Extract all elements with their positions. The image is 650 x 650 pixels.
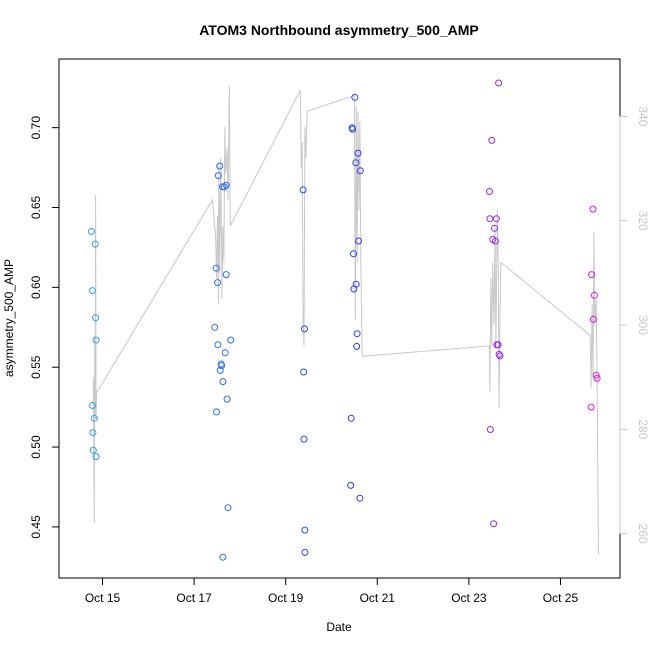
x-tick-label: Oct 17 xyxy=(176,591,212,605)
data-point xyxy=(488,136,496,144)
data-point xyxy=(223,395,231,403)
y-axis-label: asymmetry_500_AMP xyxy=(2,259,16,377)
data-point xyxy=(589,315,597,323)
data-point xyxy=(221,349,229,357)
data-point xyxy=(300,435,308,443)
data-point xyxy=(216,162,224,170)
data-point xyxy=(356,167,364,175)
data-point xyxy=(347,481,355,489)
data-point xyxy=(347,414,355,422)
data-point xyxy=(222,271,230,279)
data-point xyxy=(213,408,220,416)
data-point xyxy=(211,323,219,331)
data-point xyxy=(227,336,235,344)
data-point xyxy=(349,125,357,133)
data-point xyxy=(486,188,493,195)
y-axis-left: 0.45 0.50 0.55 0.60 0.65 0.70 xyxy=(29,116,60,539)
plot-border xyxy=(58,58,621,579)
y2-tick-label: 260 xyxy=(636,524,650,544)
x-axis-label: Date xyxy=(326,620,352,634)
data-point xyxy=(214,172,222,180)
scatter-points xyxy=(88,79,601,561)
data-point xyxy=(300,368,308,376)
data-point xyxy=(494,341,502,349)
y-tick-label: 0.60 xyxy=(29,275,43,299)
data-point xyxy=(212,264,220,272)
data-point xyxy=(592,371,600,379)
y2-tick-label: 340 xyxy=(636,106,650,126)
y-tick-label: 0.45 xyxy=(29,515,43,539)
data-point xyxy=(496,352,504,360)
y-tick-label: 0.55 xyxy=(29,355,43,379)
x-tick-label: Oct 21 xyxy=(360,591,396,605)
data-point xyxy=(301,548,309,556)
x-axis: Oct 15 Oct 17 Oct 19 Oct 21 Oct 23 Oct 25 xyxy=(85,577,579,605)
data-point xyxy=(351,93,359,101)
data-point xyxy=(492,215,500,223)
data-point xyxy=(354,149,362,157)
y-axis-right: 260 280 300 320 340 xyxy=(619,106,650,544)
data-point xyxy=(89,429,97,437)
data-point xyxy=(590,291,598,299)
y2-tick-label: 320 xyxy=(636,211,650,231)
data-point xyxy=(92,453,100,461)
data-point xyxy=(299,186,307,194)
data-point xyxy=(350,250,357,258)
data-point xyxy=(214,279,221,287)
data-point xyxy=(587,403,595,411)
x-tick-label: Oct 23 xyxy=(451,591,487,605)
y-tick-label: 0.65 xyxy=(29,196,43,220)
y2-tick-label: 280 xyxy=(636,419,650,439)
y2-tick-label: 300 xyxy=(636,315,650,335)
data-point xyxy=(353,342,361,350)
secondary-line-path xyxy=(92,85,599,555)
data-point xyxy=(92,336,100,344)
data-point xyxy=(588,271,596,279)
data-point xyxy=(352,159,360,167)
data-point xyxy=(89,446,97,454)
data-point xyxy=(218,362,226,370)
data-point xyxy=(486,215,494,223)
y-tick-label: 0.50 xyxy=(29,435,43,459)
data-point xyxy=(92,314,100,322)
data-point xyxy=(219,378,227,386)
data-point xyxy=(220,183,228,191)
x-tick-label: Oct 19 xyxy=(268,591,304,605)
data-point xyxy=(219,553,227,561)
data-point xyxy=(222,181,230,189)
data-point xyxy=(593,374,601,382)
data-point xyxy=(355,237,362,245)
data-point xyxy=(490,520,498,528)
data-point xyxy=(301,526,309,534)
data-point xyxy=(353,330,361,338)
data-point xyxy=(88,402,96,409)
y-tick-label: 0.70 xyxy=(29,116,43,140)
data-point xyxy=(495,79,503,87)
data-point xyxy=(216,366,224,374)
data-point xyxy=(589,205,597,213)
secondary-series-line xyxy=(92,85,599,555)
x-tick-label: Oct 15 xyxy=(85,591,121,605)
data-point xyxy=(88,228,95,235)
data-point xyxy=(90,414,98,422)
data-point xyxy=(224,504,232,512)
data-point xyxy=(486,426,494,433)
data-point xyxy=(352,280,360,288)
data-point xyxy=(88,287,96,295)
chart-title: ATOM3 Northbound asymmetry_500_AMP xyxy=(199,22,479,38)
data-point xyxy=(214,341,222,349)
data-point xyxy=(491,237,499,245)
data-point xyxy=(301,325,308,333)
data-point xyxy=(91,240,99,248)
data-point xyxy=(356,494,364,502)
data-point xyxy=(491,224,498,232)
x-tick-label: Oct 25 xyxy=(543,591,579,605)
